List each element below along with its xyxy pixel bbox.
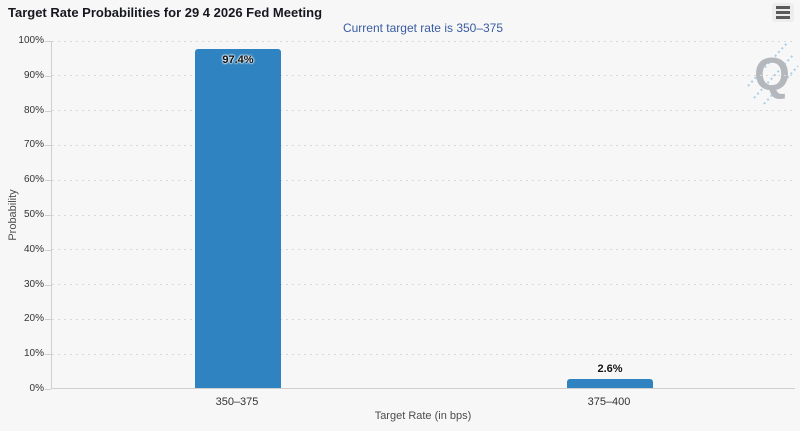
hamburger-menu-icon[interactable]: [772, 3, 794, 22]
y-axis-tick-label: 100%: [18, 35, 44, 46]
y-axis-tick-label: 0%: [29, 383, 44, 394]
gridline: [52, 284, 796, 286]
y-axis-tick: [45, 215, 51, 216]
y-axis-tick-label: 80%: [23, 104, 44, 116]
chart-subtitle: Current target rate is 350–375: [342, 21, 504, 35]
quikstrike-watermark-logo: Q: [744, 40, 800, 106]
y-axis-tick: [45, 319, 51, 321]
hamburger-bar: [776, 11, 790, 14]
y-axis-tick: [45, 249, 51, 251]
x-axis-category-label: 350–375: [215, 396, 259, 408]
plot-area: 97.4% 2.6%: [51, 40, 796, 389]
y-axis-tick-label: 40%: [23, 243, 44, 255]
y-axis-tick-label: 60%: [23, 174, 44, 186]
bar-data-label: 2.6%: [597, 363, 623, 375]
y-axis-tick-label: 90%: [23, 69, 44, 81]
x-axis-title: Target Rate (in bps): [374, 410, 472, 422]
y-axis-tick: [45, 180, 51, 182]
gridline: [52, 110, 796, 112]
gridline: [52, 249, 796, 251]
y-axis-tick-label: 20%: [23, 313, 44, 325]
y-axis-tick-label: 10%: [23, 348, 44, 360]
x-axis-category-label: 375–400: [587, 396, 631, 408]
svg-text:Q: Q: [754, 48, 790, 100]
gridline: [52, 75, 796, 77]
y-axis-tick-label: 50%: [23, 209, 44, 220]
y-axis-tick: [45, 145, 51, 147]
y-axis-tick: [45, 354, 51, 356]
gridline: [52, 40, 796, 42]
gridline: [52, 353, 796, 355]
bar-data-label: 97.4%: [222, 54, 254, 66]
y-axis-tick: [45, 110, 51, 112]
gridline: [52, 214, 796, 216]
gridline: [52, 144, 796, 146]
gridline: [52, 318, 796, 320]
chart-title: Target Rate Probabilities for 29 4 2026 …: [8, 5, 323, 20]
y-axis-tick-label: 30%: [23, 278, 44, 290]
y-axis-tick-label: 70%: [23, 139, 44, 151]
bar-350–375[interactable]: [195, 49, 281, 388]
hamburger-bar: [776, 6, 790, 9]
y-axis-tick: [45, 389, 51, 390]
hamburger-bar: [776, 16, 790, 19]
y-axis-tick: [45, 75, 51, 77]
gridline: [52, 179, 796, 181]
y-axis-tick: [45, 41, 51, 42]
bar-375–400[interactable]: [567, 379, 653, 388]
y-axis-tick: [45, 284, 51, 286]
